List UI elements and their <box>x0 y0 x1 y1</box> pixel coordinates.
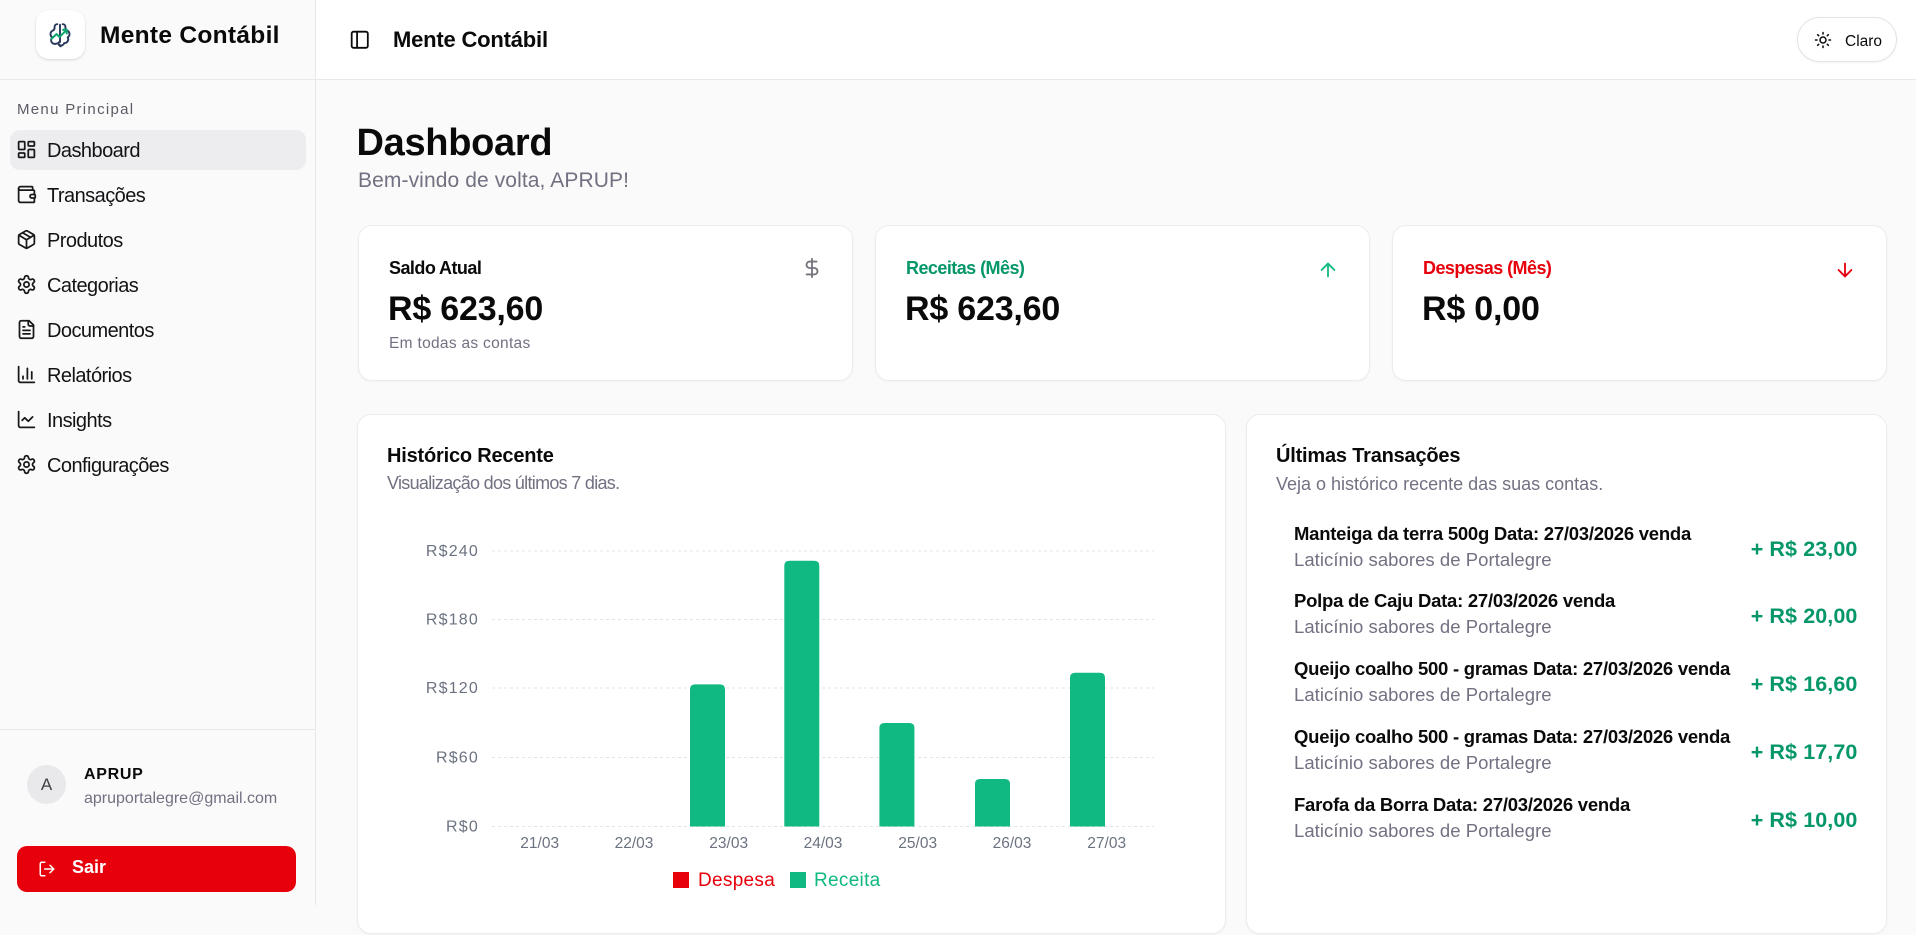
svg-text:Despesa: Despesa <box>698 870 775 891</box>
svg-text:23/03: 23/03 <box>709 835 748 852</box>
svg-text:21/03: 21/03 <box>520 835 559 852</box>
svg-text:25/03: 25/03 <box>898 835 937 852</box>
svg-text:Receita: Receita <box>814 870 881 891</box>
svg-text:24/03: 24/03 <box>804 835 843 852</box>
svg-text:R$120: R$120 <box>426 680 479 697</box>
svg-text:R$180: R$180 <box>426 612 479 629</box>
svg-text:R$240: R$240 <box>426 543 479 560</box>
svg-text:26/03: 26/03 <box>993 835 1032 852</box>
svg-text:27/03: 27/03 <box>1087 835 1126 852</box>
svg-text:R$60: R$60 <box>436 750 479 767</box>
svg-text:R$0: R$0 <box>446 819 479 836</box>
svg-text:22/03: 22/03 <box>615 835 654 852</box>
